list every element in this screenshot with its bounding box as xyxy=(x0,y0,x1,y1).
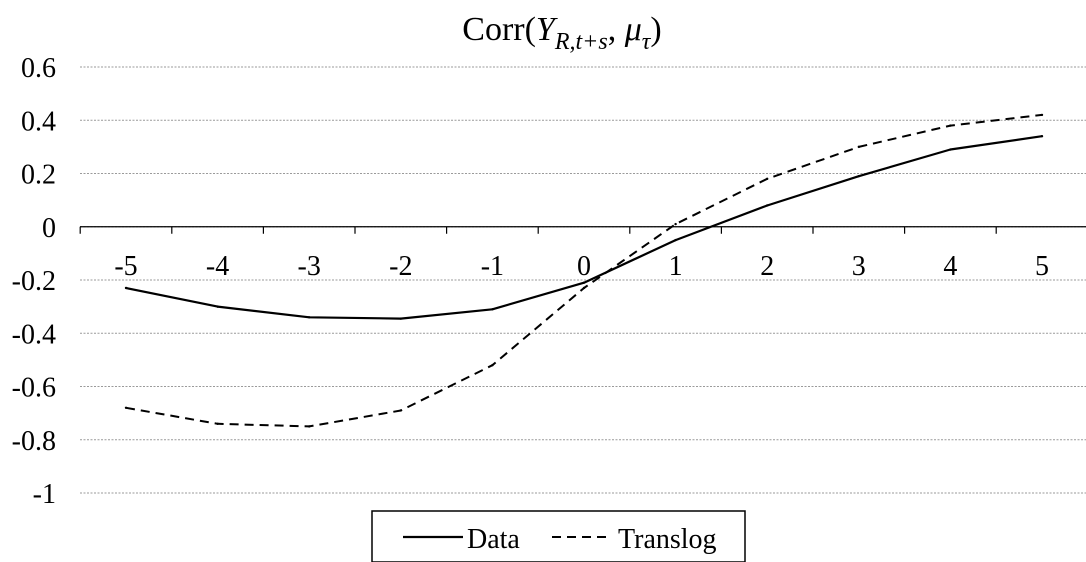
data-point-translog xyxy=(582,286,586,290)
data-point-translog xyxy=(766,177,769,181)
chart-title-suffix: ) xyxy=(650,11,661,48)
data-point-data xyxy=(949,148,952,151)
x-tick-label: -1 xyxy=(481,251,504,282)
y-tick-label: 0.2 xyxy=(21,160,56,191)
x-tick-label: 4 xyxy=(943,251,957,282)
data-point-translog xyxy=(1040,113,1044,117)
chart-title-var2: μ xyxy=(624,11,642,48)
x-axis: -5 -4 -3 -2 -1 0 1 2 3 4 5 xyxy=(79,226,1086,282)
legend-data-label: Data xyxy=(467,524,520,555)
y-tick-label: 0.4 xyxy=(21,106,56,137)
y-tick-label: -1 xyxy=(33,479,56,510)
data-point-translog xyxy=(124,406,128,409)
y-tick-label: -0.8 xyxy=(12,426,56,457)
data-point-translog xyxy=(949,124,952,127)
data-point-data xyxy=(582,281,586,284)
legend-translog-label: Translog xyxy=(618,524,717,555)
y-tick-label: 0.6 xyxy=(21,53,56,84)
data-point-data xyxy=(216,305,219,308)
y-tick-label: -0.4 xyxy=(12,319,56,350)
y-tick-label: -0.6 xyxy=(12,373,56,404)
series-layer xyxy=(124,113,1044,428)
chart-title-var1-sub: R,t+s xyxy=(554,29,608,55)
x-tick-label: 5 xyxy=(1035,251,1049,282)
data-point-data xyxy=(857,174,860,178)
data-point-translog xyxy=(399,409,402,412)
data-point-translog xyxy=(216,422,219,425)
chart-title-var1: Y xyxy=(536,11,558,48)
legend: Data Translog xyxy=(371,510,746,562)
x-tick-label: 2 xyxy=(760,251,774,282)
data-point-translog xyxy=(308,425,311,428)
y-tick-label: 0 xyxy=(42,213,56,244)
data-point-data xyxy=(1040,135,1044,138)
x-tick-label: 0 xyxy=(577,251,591,282)
data-point-data xyxy=(766,204,769,207)
chart-title-prefix: Corr( xyxy=(462,11,536,48)
x-tick-label: -2 xyxy=(389,251,412,282)
x-tick-label: -3 xyxy=(298,251,321,282)
x-tick-label: 3 xyxy=(852,251,866,282)
x-tick-label: 1 xyxy=(669,251,683,282)
data-point-translog xyxy=(491,364,494,367)
chart-title-var2-sub: τ xyxy=(642,29,652,55)
data-point-data xyxy=(674,238,677,242)
data-point-data xyxy=(308,316,311,319)
data-point-translog xyxy=(857,145,860,149)
x-tick-label: -4 xyxy=(206,251,229,282)
y-axis-ticks: 0.6 0.4 0.2 0 -0.2 -0.4 -0.6 -0.8 -1 xyxy=(12,53,56,510)
chart-title: Corr(YR,t+s, μτ) xyxy=(462,11,661,55)
data-point-translog xyxy=(674,222,677,226)
y-tick-label: -0.2 xyxy=(12,266,56,297)
data-point-data xyxy=(491,308,494,311)
data-point-data xyxy=(124,286,128,290)
data-point-data xyxy=(399,317,402,320)
x-tick-label: -5 xyxy=(114,251,137,282)
chart-title-separator: , xyxy=(608,11,625,48)
